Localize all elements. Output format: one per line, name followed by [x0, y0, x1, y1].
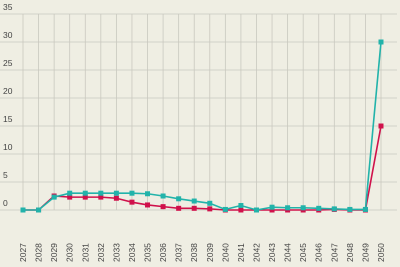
point — [67, 190, 73, 196]
series-line — [23, 125, 382, 211]
point — [269, 207, 275, 213]
x-tick-label: 2045 — [298, 243, 308, 262]
x-tick-label: 2049 — [360, 243, 370, 262]
point — [160, 193, 166, 199]
point — [176, 196, 182, 202]
point — [331, 206, 337, 212]
x-tick-label: 2043 — [267, 243, 277, 262]
point — [238, 207, 244, 213]
x-tick-label: 2033 — [111, 243, 121, 262]
point — [113, 190, 119, 196]
x-tick-label: 2029 — [49, 243, 59, 262]
point — [191, 198, 197, 204]
y-tick-label: 20 — [3, 86, 13, 96]
x-tick-label: 2032 — [96, 243, 106, 262]
y-tick-label: 0 — [3, 198, 8, 208]
x-tick-label: 2044 — [283, 243, 293, 262]
x-tick-label: 2030 — [65, 243, 75, 262]
x-tick-label: 2046 — [314, 243, 324, 262]
point — [129, 199, 135, 205]
point — [238, 203, 244, 209]
point — [51, 194, 57, 200]
point — [82, 194, 88, 200]
point — [207, 200, 213, 206]
point — [113, 195, 119, 201]
point — [98, 190, 104, 196]
x-tick-label: 2031 — [80, 243, 90, 262]
y-tick-label: 10 — [3, 142, 13, 152]
x-tick-label: 2047 — [329, 243, 339, 262]
point — [347, 206, 353, 212]
point — [300, 205, 306, 211]
point — [67, 194, 73, 200]
x-tick-label: 2048 — [345, 243, 355, 262]
x-tick-label: 2041 — [236, 243, 246, 262]
x-tick-label: 2038 — [189, 243, 199, 262]
point — [36, 207, 42, 213]
y-tick-label: 30 — [3, 30, 13, 40]
y-tick-label: 5 — [3, 170, 8, 180]
point — [160, 204, 166, 210]
point — [269, 204, 275, 210]
point — [378, 39, 384, 45]
point — [207, 206, 213, 212]
point — [176, 205, 182, 211]
point — [20, 207, 26, 213]
point — [191, 205, 197, 211]
point — [285, 205, 291, 211]
x-tick-label: 2036 — [158, 243, 168, 262]
point — [82, 190, 88, 196]
y-tick-label: 25 — [3, 58, 13, 68]
x-tick-label: 2028 — [34, 243, 44, 262]
point — [378, 123, 384, 129]
x-tick-label: 2040 — [220, 243, 230, 262]
series-line — [23, 41, 382, 211]
point — [253, 207, 259, 213]
x-tick-label: 2050 — [376, 243, 386, 262]
point — [98, 194, 104, 200]
point — [145, 191, 151, 197]
point — [145, 202, 151, 208]
point — [222, 206, 228, 212]
x-tick-label: 2042 — [251, 243, 261, 262]
x-tick-label: 2027 — [18, 243, 28, 262]
x-tick-label: 2035 — [143, 243, 153, 262]
x-tick-label: 2039 — [205, 243, 215, 262]
point — [129, 190, 135, 196]
point — [316, 205, 322, 211]
x-tick-label: 2034 — [127, 243, 137, 262]
y-tick-label: 15 — [3, 114, 13, 124]
point — [362, 206, 368, 212]
x-tick-label: 2037 — [174, 243, 184, 262]
y-tick-label: 35 — [3, 2, 13, 12]
